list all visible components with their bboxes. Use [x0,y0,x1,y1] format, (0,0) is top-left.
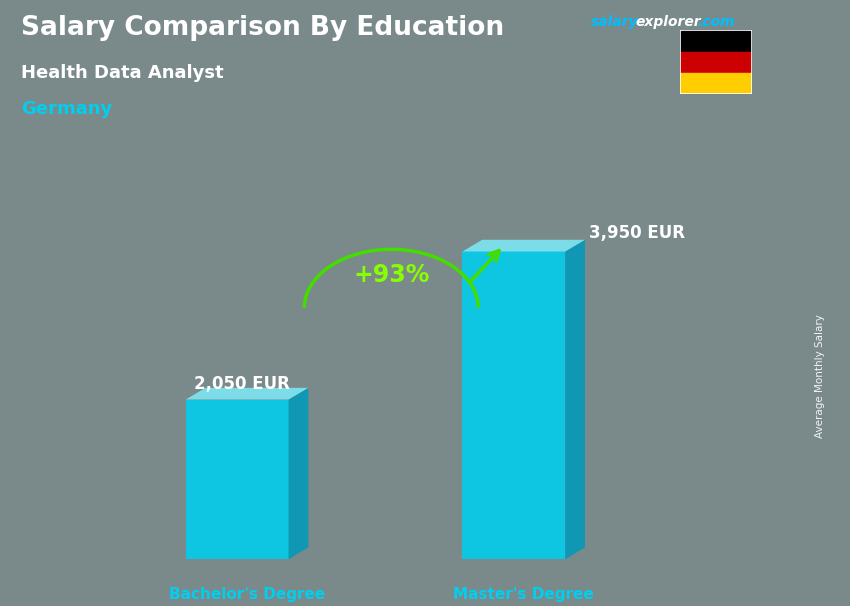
Text: Average Monthly Salary: Average Monthly Salary [815,314,825,438]
Text: salary: salary [591,15,638,29]
Polygon shape [565,240,585,559]
Text: 3,950 EUR: 3,950 EUR [589,224,685,242]
Bar [680,73,752,94]
Text: .com: .com [697,15,734,29]
Bar [680,52,752,73]
Text: 2,050 EUR: 2,050 EUR [194,375,290,393]
Polygon shape [462,251,565,559]
Polygon shape [186,399,288,559]
Polygon shape [186,388,309,399]
Text: Salary Comparison By Education: Salary Comparison By Education [21,15,504,41]
Bar [680,30,752,52]
Text: Bachelor's Degree: Bachelor's Degree [169,587,326,602]
Polygon shape [462,240,585,251]
Text: +93%: +93% [353,263,429,287]
Text: Health Data Analyst: Health Data Analyst [21,64,224,82]
Text: Germany: Germany [21,100,112,118]
Text: explorer: explorer [636,15,701,29]
Text: Master's Degree: Master's Degree [453,587,594,602]
Polygon shape [288,388,309,559]
